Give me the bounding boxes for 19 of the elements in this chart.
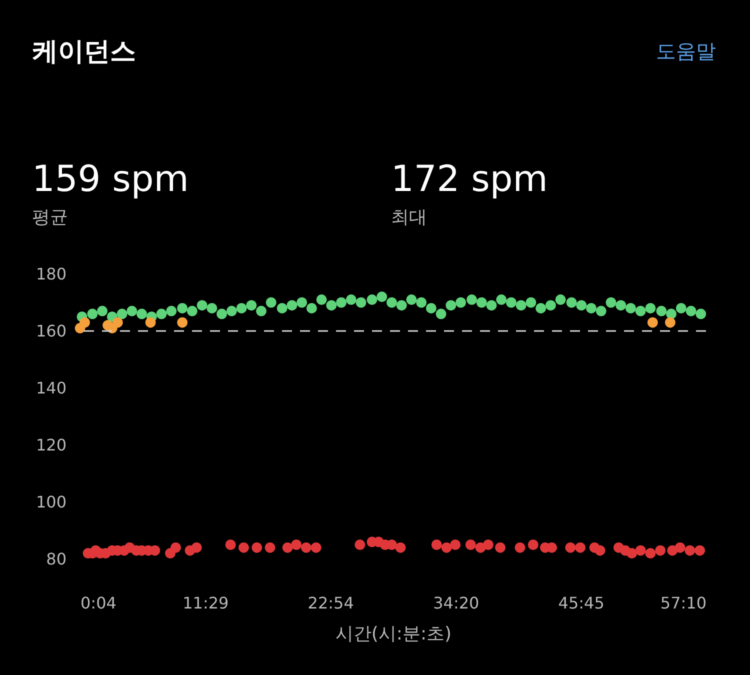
text: 최대 — [391, 207, 427, 228]
y-tick-label: 140 — [36, 378, 66, 398]
x-axis-title: 시간(시:분:초) — [335, 624, 452, 644]
text: 평균 — [32, 207, 68, 228]
y-tick-label: 160 — [36, 322, 66, 340]
x-tick-label: 22:54 — [308, 594, 354, 612]
chart-title: 케이던스 — [32, 37, 136, 67]
x-tick-label: 34:20 — [433, 594, 480, 612]
y-tick-label: 100 — [36, 492, 66, 512]
x-tick-label: 0:04 — [80, 594, 116, 612]
y-tick-label: 180 — [36, 264, 66, 284]
text: 159 spm — [32, 159, 189, 200]
x-tick-label: 57:10 — [660, 594, 706, 612]
y-tick-label: 80 — [46, 550, 66, 568]
y-tick-label: 120 — [36, 436, 66, 454]
text: 도움말 — [656, 39, 716, 63]
text: 172 spm — [391, 159, 548, 200]
x-tick-label: 11:29 — [182, 594, 229, 612]
x-tick-label: 45:45 — [558, 594, 604, 612]
